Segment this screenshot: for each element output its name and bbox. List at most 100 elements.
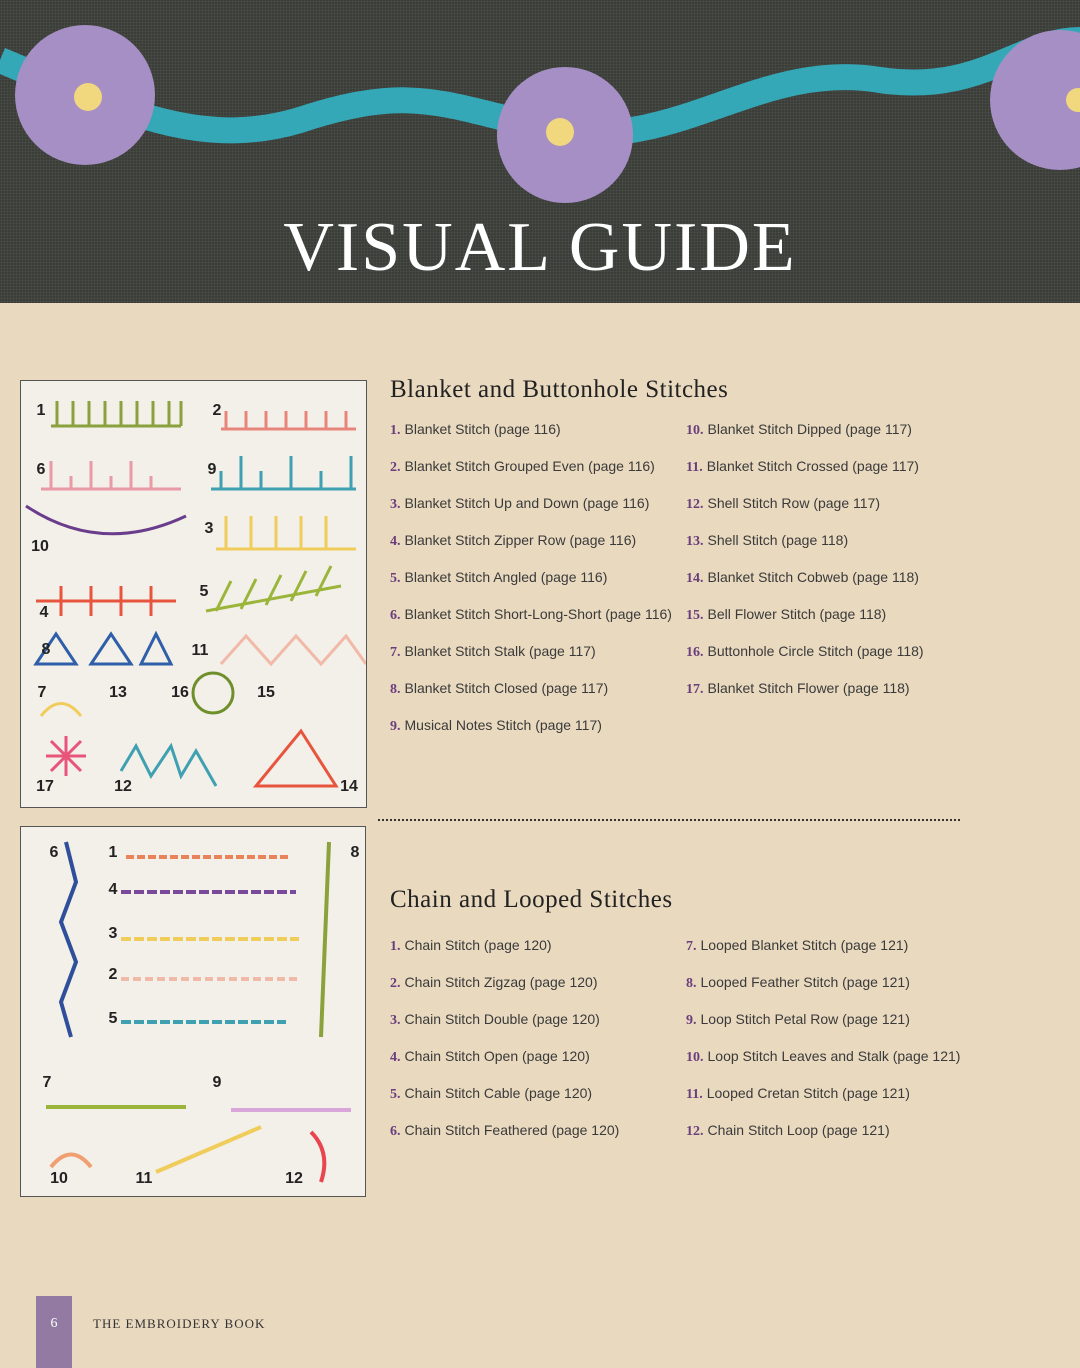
item-number: 16. — [686, 645, 704, 660]
ribbon-flower-decoration — [0, 25, 1080, 203]
stitch-list-item: 10. Loop Stitch Leaves and Stalk (page 12… — [686, 1047, 1016, 1084]
stitch-list-item: 17. Blanket Stitch Flower (page 118) — [686, 679, 1016, 716]
chain-list-col2: 7. Looped Blanket Stitch (page 121) 8. Loop… — [686, 936, 1016, 1158]
stitch-list-item: 1. Blanket Stitch (page 116) — [390, 420, 680, 457]
item-text: Musical Notes Stitch (page 117) — [404, 717, 602, 733]
stitch-list-item: 3. Chain Stitch Double (page 120) — [390, 1010, 680, 1047]
item-text: Blanket Stitch Angled (page 116) — [404, 569, 608, 585]
stitch-label: 6 — [49, 844, 59, 861]
stitch-label: 8 — [350, 844, 360, 861]
stitch-label: 12 — [285, 1170, 303, 1187]
stitch-label: 9 — [212, 1074, 222, 1091]
item-number: 4. — [390, 534, 401, 549]
item-number: 2. — [390, 460, 401, 475]
item-number: 10. — [686, 1050, 704, 1065]
stitch-label: 12 — [114, 778, 132, 795]
stitch-label: 3 — [204, 520, 214, 537]
blanket-list-col2: 10. Blanket Stitch Dipped (page 117) 11. Bl… — [686, 420, 1016, 716]
blanket-stitches-photo: 1 2 6 9 10 3 4 5 8 11 7 13 16 15 17 12 1… — [20, 380, 367, 808]
stitch-list-item: 12. Chain Stitch Loop (page 121) — [686, 1121, 1016, 1158]
stitch-list-item: 3. Blanket Stitch Up and Down (page 116) — [390, 494, 680, 531]
item-number: 5. — [390, 571, 401, 586]
item-text: Looped Blanket Stitch (page 121) — [700, 937, 909, 953]
stitch-list-item: 4. Blanket Stitch Zipper Row (page 116) — [390, 531, 680, 568]
stitch-list-item: 9. Loop Stitch Petal Row (page 121) — [686, 1010, 1016, 1047]
item-number: 5. — [390, 1087, 401, 1102]
stitch-list-item: 11. Looped Cretan Stitch (page 121) — [686, 1084, 1016, 1121]
stitch-label: 1 — [108, 844, 118, 861]
item-text: Blanket Stitch Short-Long-Short (page 11… — [404, 606, 672, 622]
item-text: Blanket Stitch Cobweb (page 118) — [707, 569, 919, 585]
stitch-label: 8 — [41, 641, 51, 658]
stitch-list-item: 8. Blanket Stitch Closed (page 117) — [390, 679, 680, 716]
stitch-list-item: 4. Chain Stitch Open (page 120) — [390, 1047, 680, 1084]
item-text: Chain Stitch Feathered (page 120) — [404, 1122, 620, 1138]
stitch-label: 6 — [36, 461, 46, 478]
chain-stitches-photo: 6 1 8 4 3 2 5 7 9 10 11 12 — [20, 826, 366, 1197]
stitch-list-item: 15. Bell Flower Stitch (page 118) — [686, 605, 1016, 642]
blanket-list-col1: 1. Blanket Stitch (page 116) 2. Blanket Sti… — [390, 420, 680, 753]
item-text: Chain Stitch Double (page 120) — [404, 1011, 600, 1027]
item-number: 6. — [390, 608, 401, 623]
item-number: 9. — [390, 719, 401, 734]
page-number: 6 — [36, 1296, 72, 1368]
item-number: 2. — [390, 976, 401, 991]
page-title: VISUAL GUIDE — [283, 209, 797, 286]
item-text: Chain Stitch Loop (page 121) — [707, 1122, 890, 1138]
stitch-label: 11 — [135, 1170, 153, 1187]
stitch-label: 4 — [39, 604, 49, 621]
item-text: Blanket Stitch Stalk (page 117) — [404, 643, 596, 659]
stitch-label: 7 — [37, 684, 47, 701]
stitch-label: 2 — [108, 966, 118, 983]
item-number: 7. — [390, 645, 401, 660]
item-number: 3. — [390, 497, 401, 512]
stitch-list-item: 8. Looped Feather Stitch (page 121) — [686, 973, 1016, 1010]
item-number: 8. — [686, 976, 697, 991]
item-number: 11. — [686, 460, 703, 475]
stitch-list-item: 14. Blanket Stitch Cobweb (page 118) — [686, 568, 1016, 605]
item-number: 11. — [686, 1087, 703, 1102]
item-number: 12. — [686, 1124, 704, 1139]
item-number: 14. — [686, 571, 704, 586]
book-title: THE EMBROIDERY BOOK — [93, 1316, 266, 1331]
item-number: 8. — [390, 682, 401, 697]
stitch-list-item: 6. Blanket Stitch Short-Long-Short (page … — [390, 605, 680, 642]
item-number: 10. — [686, 423, 704, 438]
chain-list-col1: 1. Chain Stitch (page 120) 2. Chain Stitch … — [390, 936, 680, 1158]
item-number: 1. — [390, 939, 401, 954]
stitch-list-item: 12. Shell Stitch Row (page 117) — [686, 494, 1016, 531]
item-number: 15. — [686, 608, 704, 623]
stitch-list-item: 13. Shell Stitch (page 118) — [686, 531, 1016, 568]
stitch-label: 3 — [108, 925, 118, 942]
item-text: Blanket Stitch Zipper Row (page 116) — [404, 532, 637, 548]
stitch-label: 5 — [108, 1010, 118, 1027]
section-divider — [378, 819, 960, 821]
item-number: 4. — [390, 1050, 401, 1065]
stitch-label: 11 — [191, 642, 209, 659]
section-title-chain: Chain and Looped Stitches — [390, 886, 673, 913]
stitch-label: 9 — [207, 461, 217, 478]
item-number: 7. — [686, 939, 697, 954]
stitch-label: 4 — [108, 881, 118, 898]
item-text: Buttonhole Circle Stitch (page 118) — [707, 643, 924, 659]
item-text: Loop Stitch Petal Row (page 121) — [700, 1011, 910, 1027]
stitch-list-item: 7. Blanket Stitch Stalk (page 117) — [390, 642, 680, 679]
item-number: 12. — [686, 497, 704, 512]
item-text: Chain Stitch Open (page 120) — [404, 1048, 590, 1064]
item-number: 17. — [686, 682, 704, 697]
stitch-list-item: 5. Blanket Stitch Angled (page 116) — [390, 568, 680, 605]
stitch-list-item: 10. Blanket Stitch Dipped (page 117) — [686, 420, 1016, 457]
item-text: Looped Cretan Stitch (page 121) — [706, 1085, 910, 1101]
item-text: Looped Feather Stitch (page 121) — [700, 974, 910, 990]
item-number: 13. — [686, 534, 704, 549]
stitch-label: 5 — [199, 583, 209, 600]
item-text: Shell Stitch (page 118) — [707, 532, 849, 548]
item-text: Blanket Stitch Flower (page 118) — [707, 680, 910, 696]
item-text: Shell Stitch Row (page 117) — [707, 495, 881, 511]
stitch-label: 7 — [42, 1074, 52, 1091]
header-banner: VISUAL GUIDE — [0, 0, 1080, 303]
stitch-label: 17 — [36, 778, 54, 795]
item-number: 3. — [390, 1013, 401, 1028]
item-number: 1. — [390, 423, 401, 438]
item-text: Loop Stitch Leaves and Stalk (page 121) — [707, 1048, 961, 1064]
